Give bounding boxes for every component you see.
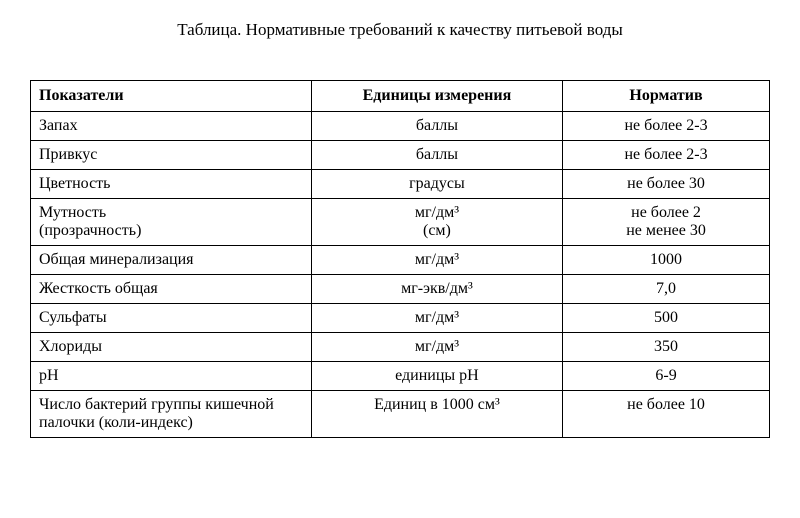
cell-unit: мг-экв/дм³: [311, 275, 562, 304]
table-row: Общая минерализация мг/дм³ 1000: [31, 246, 770, 275]
cell-unit: градусы: [311, 170, 562, 199]
cell-indicator: Мутность(прозрачность): [31, 199, 312, 246]
cell-standard: не более 2-3: [563, 141, 770, 170]
cell-indicator: Цветность: [31, 170, 312, 199]
cell-indicator: Сульфаты: [31, 304, 312, 333]
water-quality-table: Показатели Единицы измерения Норматив За…: [30, 80, 770, 438]
table-row: Число бактерий группы кишечной палочки (…: [31, 391, 770, 438]
cell-standard: 350: [563, 333, 770, 362]
table-row: рН единицы рН 6-9: [31, 362, 770, 391]
cell-unit: баллы: [311, 141, 562, 170]
cell-indicator: рН: [31, 362, 312, 391]
cell-indicator: Привкус: [31, 141, 312, 170]
cell-standard: 1000: [563, 246, 770, 275]
cell-indicator: Жесткость общая: [31, 275, 312, 304]
cell-indicator: Общая минерализация: [31, 246, 312, 275]
header-indicator: Показатели: [31, 81, 312, 112]
cell-indicator: Хлориды: [31, 333, 312, 362]
table-row: Хлориды мг/дм³ 350: [31, 333, 770, 362]
cell-standard: не более 30: [563, 170, 770, 199]
table-title: Таблица. Нормативные требований к качест…: [30, 20, 770, 40]
table-body: Запах баллы не более 2-3 Привкус баллы н…: [31, 112, 770, 438]
table-row: Привкус баллы не более 2-3: [31, 141, 770, 170]
cell-unit: Единиц в 1000 см³: [311, 391, 562, 438]
cell-unit: единицы рН: [311, 362, 562, 391]
cell-unit: мг/дм³(см): [311, 199, 562, 246]
table-row: Запах баллы не более 2-3: [31, 112, 770, 141]
table-row: Жесткость общая мг-экв/дм³ 7,0: [31, 275, 770, 304]
header-unit: Единицы измерения: [311, 81, 562, 112]
cell-standard: 500: [563, 304, 770, 333]
cell-unit: баллы: [311, 112, 562, 141]
cell-standard: 6-9: [563, 362, 770, 391]
cell-unit: мг/дм³: [311, 304, 562, 333]
cell-indicator: Число бактерий группы кишечной палочки (…: [31, 391, 312, 438]
cell-standard: не более 2-3: [563, 112, 770, 141]
table-header-row: Показатели Единицы измерения Норматив: [31, 81, 770, 112]
cell-unit: мг/дм³: [311, 246, 562, 275]
cell-standard: не более 10: [563, 391, 770, 438]
table-row: Мутность(прозрачность) мг/дм³(см) не бол…: [31, 199, 770, 246]
table-row: Цветность градусы не более 30: [31, 170, 770, 199]
cell-standard: 7,0: [563, 275, 770, 304]
table-row: Сульфаты мг/дм³ 500: [31, 304, 770, 333]
cell-unit: мг/дм³: [311, 333, 562, 362]
header-standard: Норматив: [563, 81, 770, 112]
cell-indicator: Запах: [31, 112, 312, 141]
cell-standard: не более 2не менее 30: [563, 199, 770, 246]
